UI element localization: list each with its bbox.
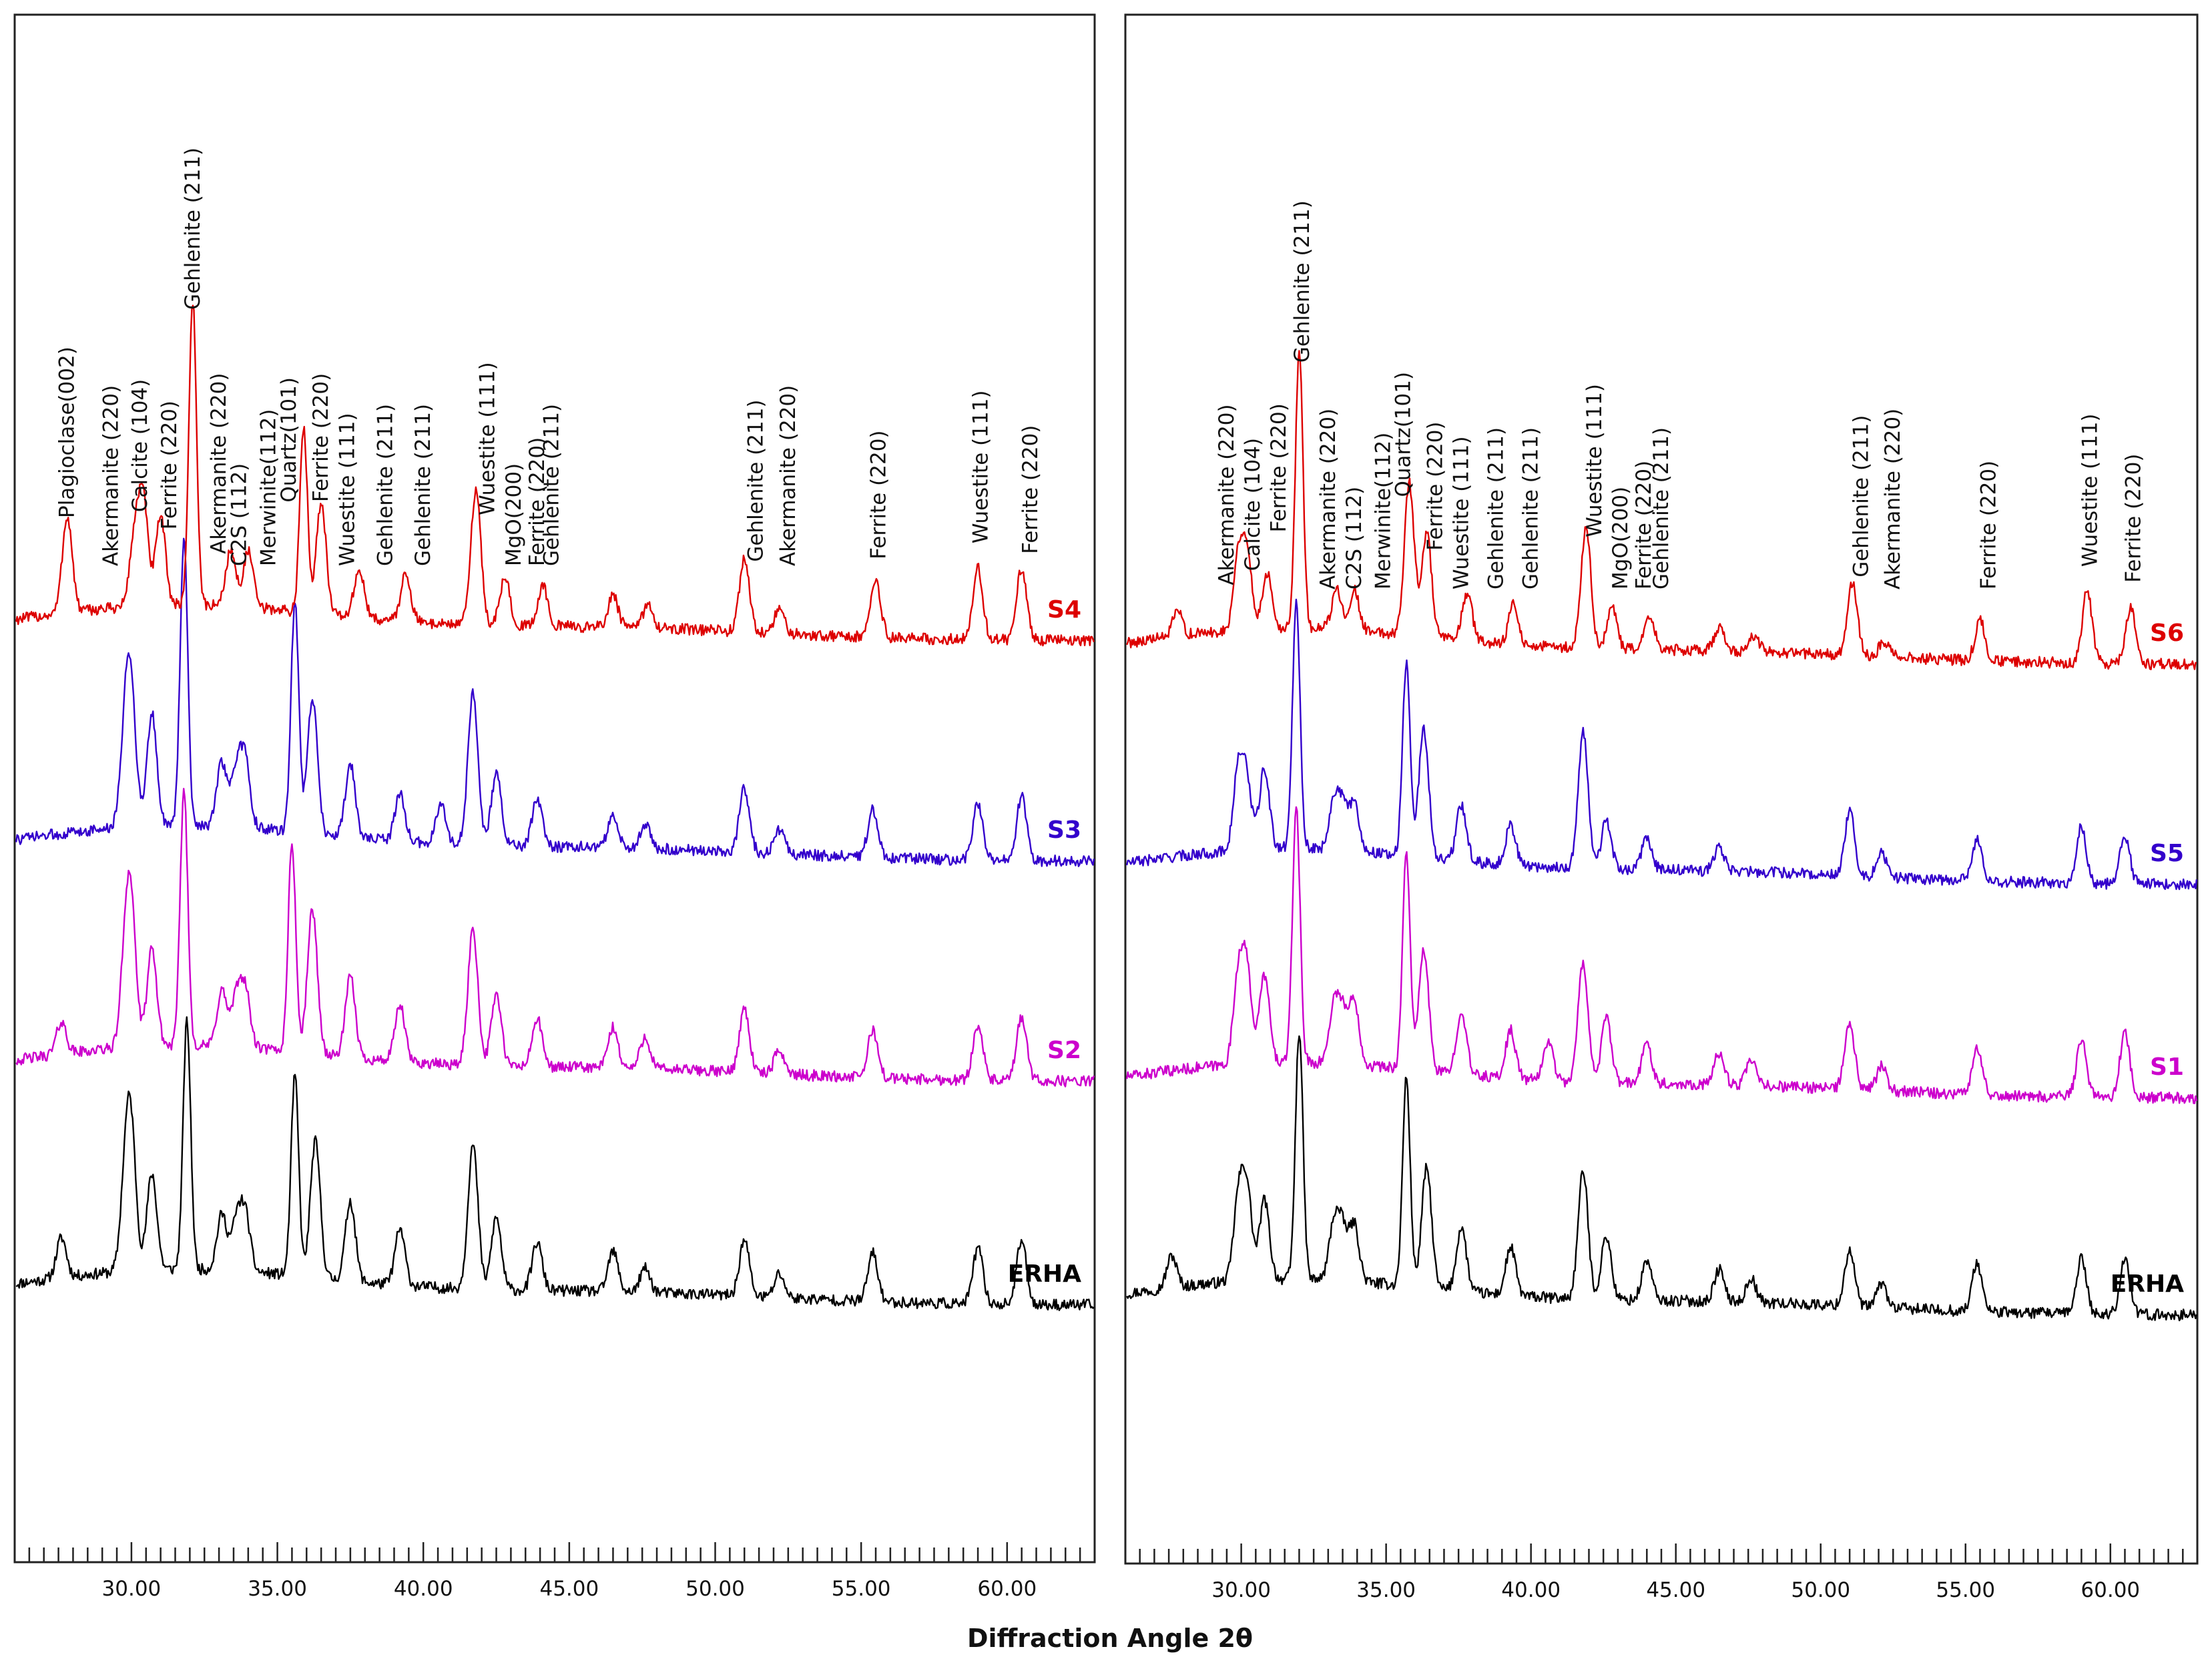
peak-annotation: Akermanite (220): [1881, 409, 1905, 589]
x-tick-label: 30.00: [102, 1577, 162, 1601]
peak-annotation: Gehlenite (211): [1649, 427, 1673, 589]
x-tick-label: 55.00: [1936, 1578, 1995, 1602]
series-label-s2: S2: [1047, 1037, 1081, 1064]
x-axis-ticks: [1124, 1543, 2199, 1564]
peak-annotation: Gehlenite (211): [411, 404, 435, 566]
series-line-s6: [1126, 350, 2197, 670]
peak-annotation: Gehlenite (211): [1850, 415, 1874, 577]
series-label-s5: S5: [2150, 840, 2184, 867]
left-xrd-panel: 30.00 35.00 40.00 45.00 50.00 55.00 60.00 ERHA S…: [13, 13, 1096, 1601]
peak-annotation: Akermanite (220): [207, 373, 231, 554]
peak-annotation: Gehlenite (211): [1484, 427, 1508, 589]
x-tick-label: 30.00: [1211, 1578, 1271, 1602]
peak-annotation: Quartz(101): [1392, 372, 1416, 497]
peak-annotation: Calcite (104): [128, 379, 152, 512]
right-xrd-panel: 30.00 35.00 40.00 45.00 50.00 55.00 60.00 ERHA S…: [1124, 13, 2199, 1602]
peak-annotation: MgO(200): [502, 463, 526, 566]
x-axis-title: Diffraction Angle 2θ: [967, 1624, 1253, 1653]
peak-annotation: Calcite (104): [1241, 438, 1265, 571]
series-line-s4: [15, 304, 1095, 647]
peak-annotation: Ferrite (220): [309, 373, 333, 502]
x-tick-label: 40.00: [1501, 1578, 1561, 1602]
peak-annotation: Ferrite (220): [1632, 461, 1656, 589]
series-line-s5: [1126, 598, 2198, 891]
peak-annotation: Merwinite(112): [256, 409, 280, 566]
peak-annotation: C2S (112): [228, 463, 252, 566]
x-tick-label: 35.00: [248, 1577, 307, 1601]
series-label-s1: S1: [2150, 1053, 2184, 1081]
peak-annotation: Akermanite (220): [1316, 409, 1340, 589]
peak-annotation: Akermanite (220): [99, 385, 123, 566]
peak-annotation: Merwinite(112): [1371, 433, 1395, 589]
x-tick-label: 45.00: [1646, 1578, 1705, 1602]
series-label-erha: ERHA: [1008, 1260, 1081, 1288]
peak-annotation: Ferrite (220): [866, 430, 890, 559]
x-tick-label: 60.00: [977, 1577, 1037, 1601]
peak-annotation: Ferrite (220): [1977, 461, 2001, 589]
x-tick-label: 45.00: [539, 1577, 599, 1601]
peak-annotation: Ferrite (220): [525, 437, 549, 566]
series-label-s4: S4: [1047, 596, 1081, 624]
series-line-s3: [15, 537, 1095, 867]
peak-annotation: Akermanite (220): [1215, 404, 1239, 585]
peak-annotation: Ferrite (220): [2122, 453, 2146, 582]
peak-annotation: MgO(200): [1609, 487, 1633, 589]
x-axis-ticks: [13, 1542, 1096, 1562]
series-line-s2: [15, 788, 1095, 1088]
series-line-erha: [1126, 1035, 2198, 1322]
x-tick-label: 35.00: [1356, 1578, 1416, 1602]
series-line-s1: [1126, 806, 2198, 1104]
peak-annotation: Gehlenite (211): [1519, 427, 1543, 589]
peak-annotation: Wuestite (111): [1450, 436, 1474, 589]
peak-annotation: Gehlenite (211): [540, 404, 564, 566]
x-tick-label: 50.00: [685, 1577, 745, 1601]
peak-annotation: Ferrite (220): [158, 401, 182, 529]
peak-annotation: Plagioclase(002): [55, 346, 79, 518]
peak-annotation: Ferrite (220): [1019, 425, 1043, 554]
peak-annotation: Ferrite (220): [1267, 403, 1291, 532]
peak-annotation: Gehlenite (211): [1290, 200, 1314, 363]
series-line-erha: [15, 1016, 1095, 1311]
x-tick-label: 60.00: [2081, 1578, 2140, 1602]
peak-annotation: Wuestite (111): [336, 413, 360, 566]
peak-annotation: Gehlenite (211): [744, 399, 768, 561]
x-tick-label: 55.00: [832, 1577, 891, 1601]
peak-annotation: Wuestite (111): [969, 390, 993, 543]
peak-annotation: Quartz(101): [277, 377, 301, 503]
peak-annotation: C2S (112): [1342, 487, 1366, 589]
peak-annotation: Wuestite (111): [1583, 384, 1607, 537]
peak-annotation: Gehlenite (211): [181, 148, 205, 310]
peak-annotation: Wuestite (111): [475, 362, 499, 515]
series-label-s6: S6: [2150, 620, 2184, 647]
series-label-s3: S3: [1047, 816, 1081, 844]
x-tick-label: 50.00: [1791, 1578, 1850, 1602]
series-label-erha: ERHA: [2111, 1270, 2184, 1298]
peak-annotation: Wuestite (111): [2078, 413, 2102, 567]
x-tick-label: 40.00: [394, 1577, 453, 1601]
peak-annotation: Ferrite (220): [1423, 421, 1447, 550]
peak-annotation: Akermanite (220): [776, 385, 800, 566]
peak-annotation: Gehlenite (211): [373, 404, 397, 566]
